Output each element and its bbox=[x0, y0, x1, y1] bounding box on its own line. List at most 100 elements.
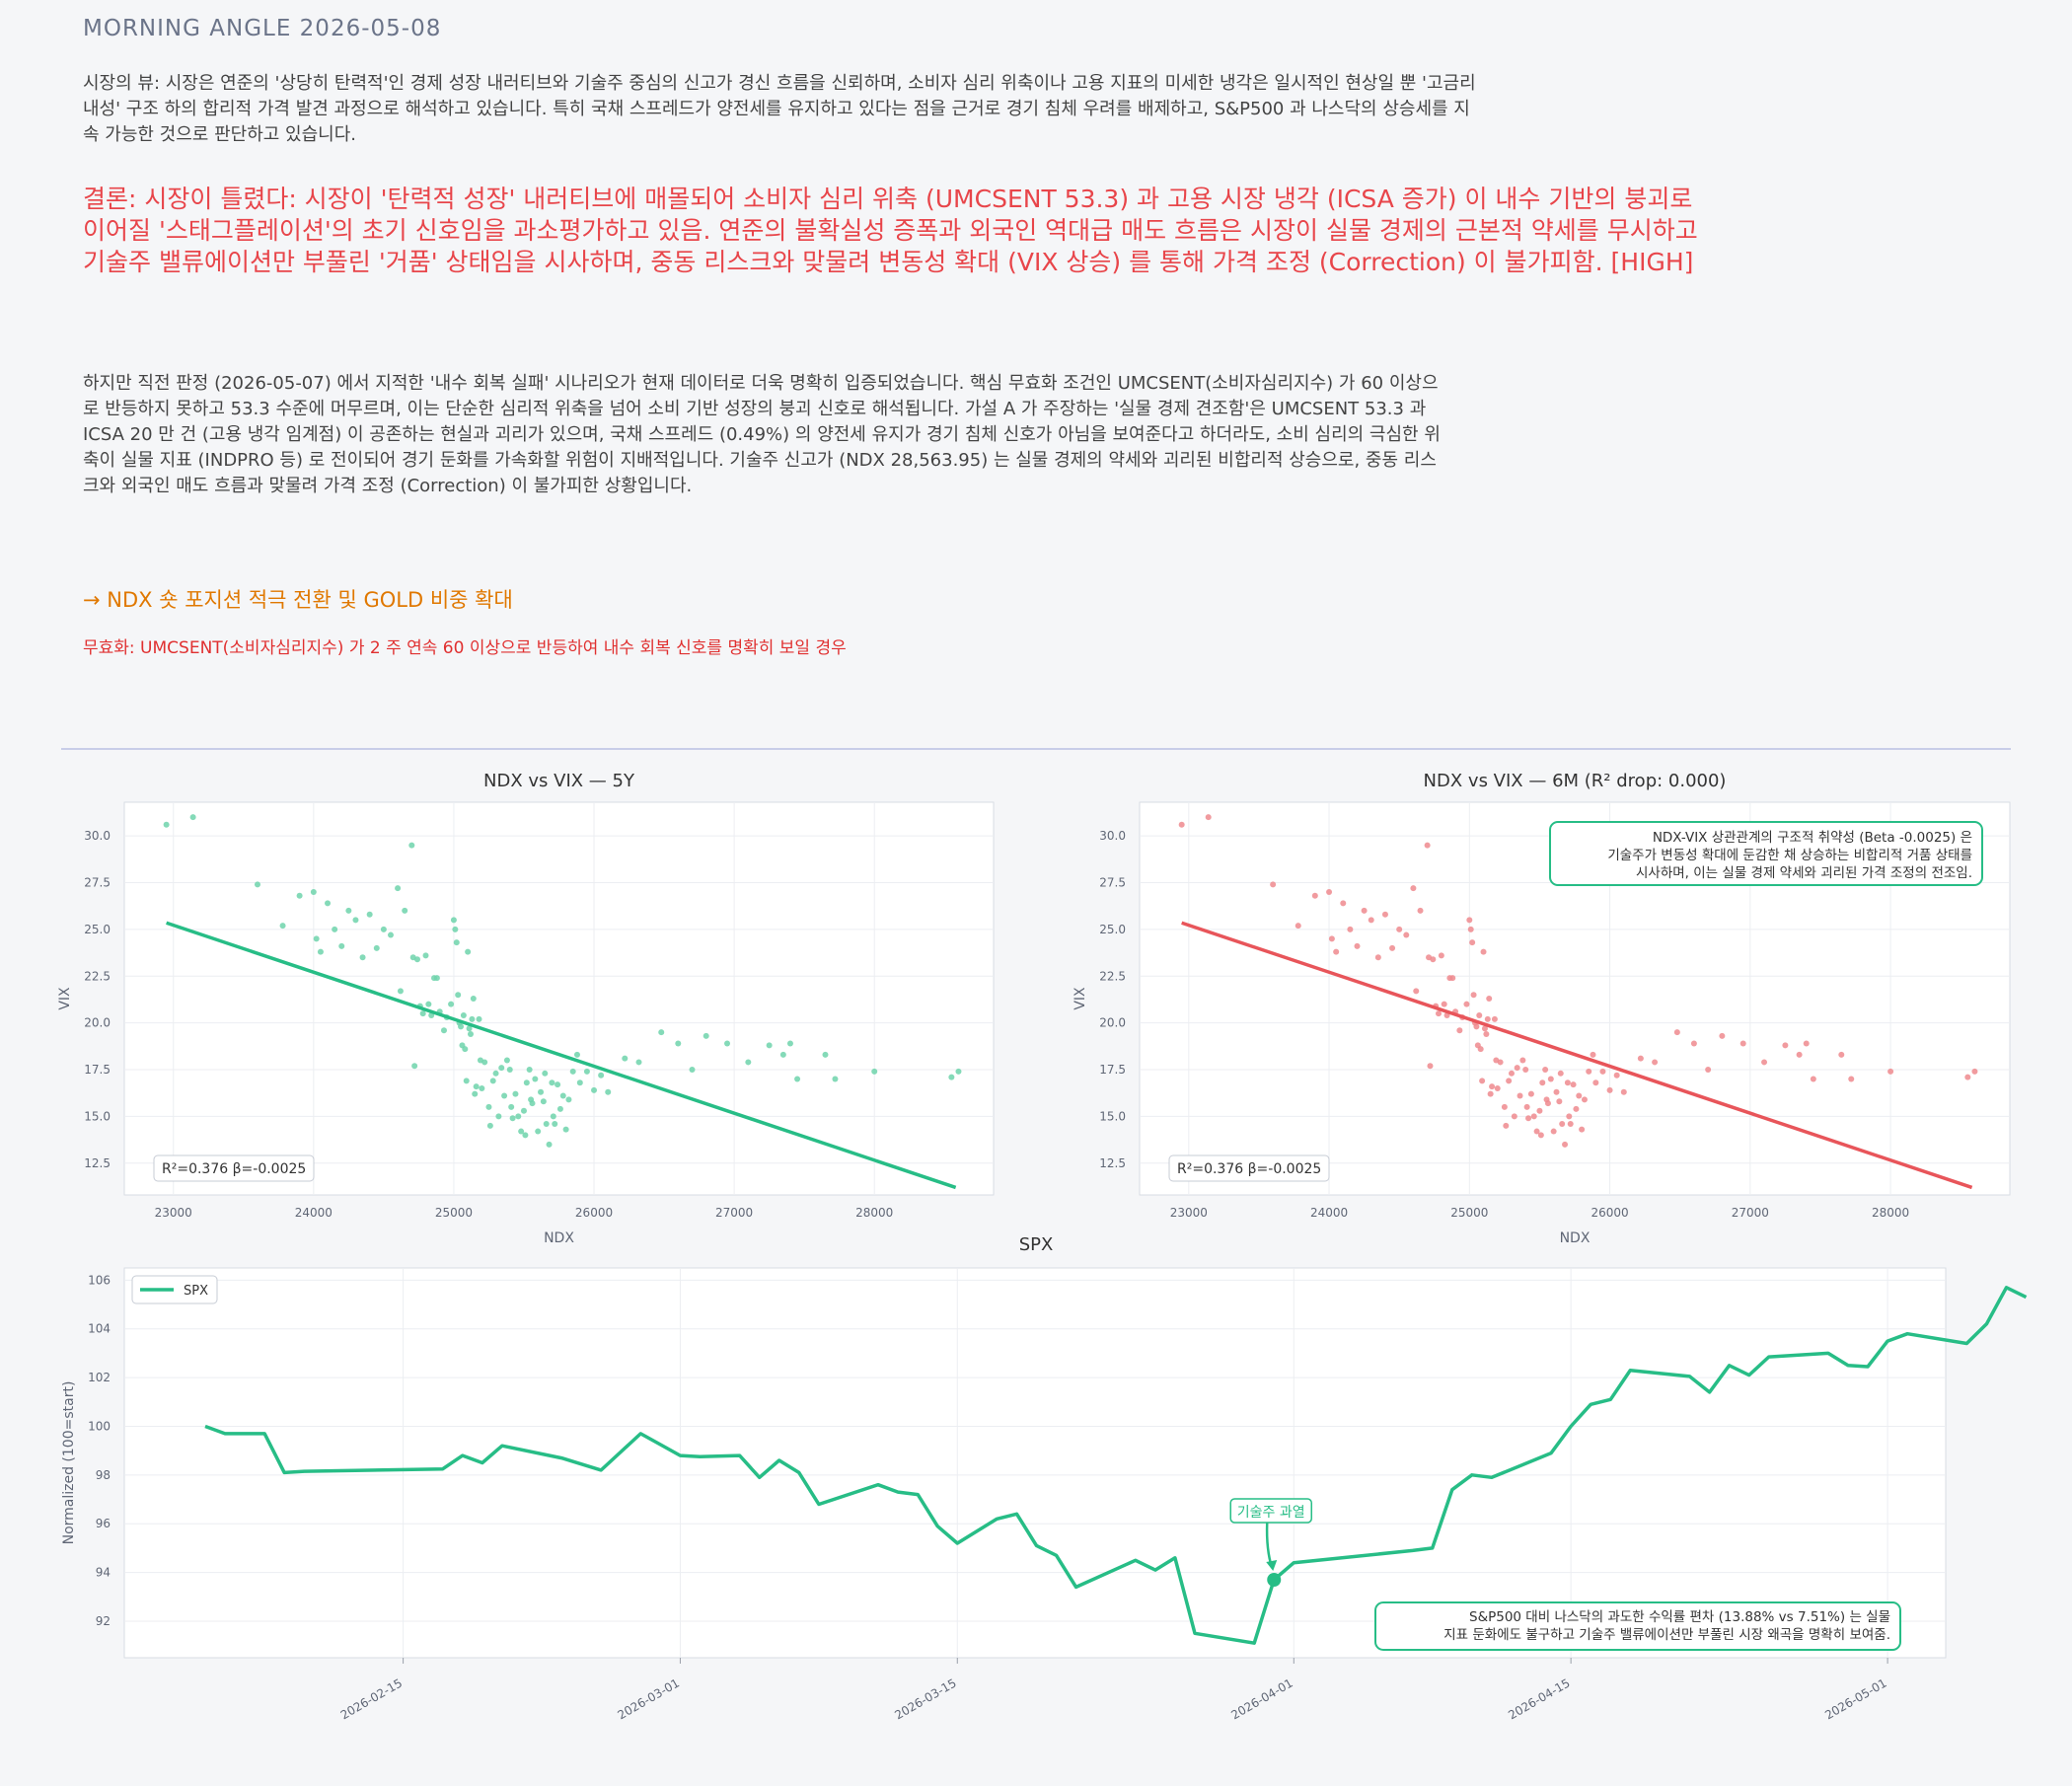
ndx-vix-6m-point bbox=[1340, 900, 1347, 907]
ndx-vix-6m-point bbox=[1579, 1126, 1586, 1133]
ndx-vix-6m-point bbox=[1494, 1084, 1501, 1091]
ndx-vix-5y-point bbox=[549, 1079, 555, 1086]
ndx-vix-5y-point bbox=[526, 1067, 533, 1074]
ndx-vix-6m-point bbox=[1456, 1027, 1463, 1034]
ndx-vix-5y-point bbox=[591, 1086, 598, 1093]
ndx-vix-5y-point bbox=[786, 1040, 793, 1047]
ndx-vix-6m-point bbox=[1848, 1076, 1855, 1082]
ndx-vix-5y-point bbox=[489, 1078, 496, 1084]
ndx-vix-6m-point bbox=[1466, 917, 1473, 924]
spx-ylabel: Normalized (100=start) bbox=[61, 1381, 77, 1545]
ndx-vix-6m-point bbox=[1637, 1055, 1644, 1062]
ndx-vix-6m-fit-line bbox=[1181, 921, 1973, 1190]
spx-annotation-line: S&P500 대비 나스닥의 과도한 수익률 편차 (13.88% vs 7.5… bbox=[1469, 1609, 1890, 1625]
ndx-vix-5y-point bbox=[492, 1070, 499, 1077]
spx-y-tick: 102 bbox=[88, 1371, 111, 1384]
ndx-vix-5y-point bbox=[622, 1055, 629, 1062]
ndx-vix-5y-x-tick: 24000 bbox=[295, 1206, 333, 1220]
ndx-vix-5y-point bbox=[476, 1015, 482, 1022]
ndx-vix-5y-point bbox=[470, 996, 477, 1002]
ndx-vix-5y-point bbox=[317, 948, 324, 955]
ndx-vix-5y-y-tick: 20.0 bbox=[84, 1016, 111, 1030]
spx-marker-label-box bbox=[1229, 1498, 1312, 1524]
ndx-vix-5y-point bbox=[481, 1059, 488, 1066]
ndx-vix-5y-y-tick: 15.0 bbox=[84, 1109, 111, 1123]
ndx-vix-5y-point bbox=[413, 956, 420, 963]
ndx-vix-6m-point bbox=[1517, 1092, 1523, 1099]
ndx-vix-6m-point bbox=[1586, 1068, 1592, 1075]
ndx-vix-5y-point bbox=[546, 1141, 553, 1148]
ndx-vix-6m-point bbox=[1328, 935, 1335, 942]
ndx-vix-6m-point bbox=[1514, 1065, 1520, 1072]
ndx-vix-5y-point bbox=[501, 1092, 508, 1099]
ndx-vix-5y-point bbox=[515, 1113, 522, 1120]
ndx-vix-5y-point bbox=[352, 917, 359, 924]
ndx-vix-6m-point bbox=[1487, 1090, 1494, 1097]
ndx-vix-6m-point bbox=[1519, 1057, 1526, 1064]
ndx-vix-5y-point bbox=[472, 1090, 479, 1097]
ndx-vix-5y-point bbox=[518, 1128, 525, 1135]
ndx-vix-6m-title: NDX vs VIX — 6M (R² drop: 0.000) bbox=[1424, 771, 1727, 791]
ndx-vix-6m-point bbox=[1501, 1103, 1508, 1110]
ndx-vix-6m-point bbox=[1971, 1068, 1978, 1075]
ndx-vix-5y-point bbox=[332, 926, 338, 932]
ndx-vix-6m-point bbox=[1564, 1079, 1571, 1086]
ndx-vix-5y-point bbox=[675, 1040, 682, 1047]
ndx-vix-5y-point bbox=[465, 948, 472, 955]
ndx-vix-6m-annotation-line: 기술주가 변동성 확대에 둔감한 채 상승하는 비합리적 거품 상태를 bbox=[1607, 848, 1972, 863]
ndx-vix-6m-point bbox=[1311, 892, 1318, 899]
spx-y-tick: 92 bbox=[96, 1614, 111, 1628]
ndx-vix-5y-y-tick: 22.5 bbox=[84, 969, 111, 983]
ndx-vix-6m-point bbox=[1739, 1040, 1746, 1047]
ndx-vix-6m-point bbox=[1396, 926, 1403, 932]
spx-y-tick: 96 bbox=[96, 1517, 111, 1530]
ndx-vix-6m-point bbox=[1489, 1083, 1496, 1090]
ndx-vix-5y-point bbox=[419, 1010, 426, 1017]
ndx-vix-5y-point bbox=[535, 1128, 542, 1135]
ndx-vix-6m-point bbox=[1497, 1059, 1504, 1066]
ndx-vix-6m-point bbox=[1417, 907, 1424, 914]
ndx-vix-6m-point bbox=[1525, 1115, 1532, 1122]
ndx-vix-6m-point bbox=[1719, 1032, 1726, 1039]
ndx-vix-6m-y-tick: 17.5 bbox=[1099, 1063, 1126, 1077]
ndx-vix-6m-point bbox=[1503, 1122, 1510, 1129]
ndx-vix-5y-point bbox=[254, 881, 260, 888]
ndx-vix-6m-ylabel: VIX bbox=[1073, 987, 1088, 1010]
ndx-vix-6m-point bbox=[1347, 926, 1354, 932]
ndx-vix-6m-point bbox=[1705, 1067, 1712, 1074]
ndx-vix-6m-point bbox=[1361, 907, 1368, 914]
spx-x-tick: 2026-02-15 bbox=[338, 1675, 405, 1722]
ndx-vix-6m-point bbox=[1562, 1141, 1569, 1148]
ndx-vix-6m-point bbox=[1553, 1088, 1560, 1095]
ndx-vix-5y-point bbox=[466, 1025, 473, 1032]
ndx-vix-5y-point bbox=[538, 1088, 545, 1095]
ndx-vix-5y-point bbox=[402, 907, 408, 914]
ndx-vix-5y-point bbox=[559, 1092, 566, 1099]
spx-marker-label: 기술주 과열 bbox=[1237, 1505, 1305, 1521]
ndx-vix-6m-point bbox=[1536, 1107, 1543, 1114]
ndx-vix-6m-point bbox=[1690, 1040, 1697, 1047]
ndx-vix-5y-point bbox=[469, 1015, 476, 1022]
ndx-vix-5y-point bbox=[448, 1001, 455, 1007]
ndx-vix-6m-point bbox=[1620, 1088, 1627, 1095]
spx-plot-area bbox=[123, 1267, 1947, 1659]
ndx-vix-6m-point bbox=[1326, 888, 1333, 895]
ndx-vix-6m-point bbox=[1613, 1072, 1620, 1079]
ndx-vix-6m-annotation-line: 시사하며, 이는 실물 경제 약세와 괴리된 가격 조정의 전조임. bbox=[1636, 865, 1972, 881]
ndx-vix-5y-y-tick: 12.5 bbox=[84, 1156, 111, 1170]
ndx-vix-5y-point bbox=[540, 1098, 547, 1105]
ndx-vix-6m-point bbox=[1473, 1023, 1480, 1030]
ndx-vix-5y-y-tick: 25.0 bbox=[84, 923, 111, 936]
ndx-vix-6m-point bbox=[1413, 988, 1420, 995]
ndx-vix-5y-point bbox=[598, 1072, 605, 1079]
ndx-vix-5y-point bbox=[313, 935, 320, 942]
ndx-vix-5y-point bbox=[279, 923, 286, 930]
ndx-vix-6m-point bbox=[1481, 1025, 1488, 1032]
invalidation-text: 무효화: UMCSENT(소비자심리지수) 가 2 주 연속 60 이상으로 반… bbox=[83, 638, 847, 658]
ndx-vix-6m-point bbox=[1542, 1067, 1549, 1074]
ndx-vix-6m-point bbox=[1479, 1078, 1486, 1084]
ndx-vix-5y-point bbox=[310, 888, 317, 895]
ndx-vix-5y-point bbox=[658, 1029, 665, 1036]
ndx-vix-5y-point bbox=[523, 1079, 530, 1086]
